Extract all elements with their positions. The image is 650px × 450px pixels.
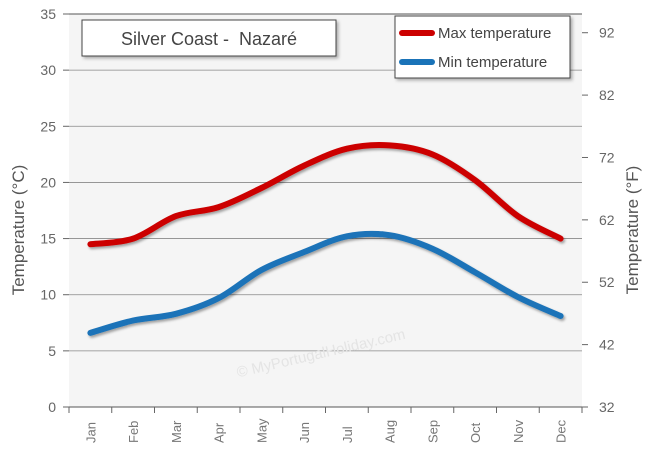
- y2-tick-label: 52: [599, 274, 615, 290]
- y-tick-label: 30: [40, 62, 56, 78]
- y-tick-label: 0: [48, 399, 56, 415]
- title-box-background: [81, 19, 337, 57]
- max-temperature-line: [87, 142, 564, 248]
- x-tick-label: Jul: [340, 426, 355, 443]
- legend-background: [394, 15, 571, 79]
- y-tick-label: 20: [40, 174, 56, 190]
- chart-title-box: Silver Coast - Nazaré: [81, 19, 337, 57]
- legend: Max temperature Min temperature: [394, 15, 571, 79]
- series-layer: [87, 142, 564, 336]
- y2-tick-label: 72: [599, 149, 615, 165]
- x-tick-label: Jan: [83, 422, 98, 443]
- min-temperature-line: [87, 230, 564, 336]
- y-tick-label: 35: [40, 6, 56, 22]
- y-axis-label-left: Temperature (°C): [9, 165, 28, 296]
- y-axis-right: 32 42 52 62 72 82 92: [582, 25, 615, 415]
- plot-background: [69, 14, 582, 407]
- x-tick-label: Aug: [383, 420, 398, 443]
- y-axis-label-right: Temperature (°F): [623, 166, 642, 295]
- x-tick-label: Sep: [425, 420, 440, 443]
- x-tick-label: Nov: [511, 419, 526, 443]
- y-tick-label: 25: [40, 118, 56, 134]
- y-tick-label: 5: [48, 343, 56, 359]
- x-tick-label: Jun: [297, 422, 312, 443]
- y2-tick-label: 32: [599, 399, 615, 415]
- y-tick-label: 10: [40, 287, 56, 303]
- x-tick-label: Oct: [468, 422, 483, 443]
- y-tick-label: 15: [40, 231, 56, 247]
- y2-tick-label: 62: [599, 212, 615, 228]
- x-tick-label: May: [254, 418, 269, 443]
- y2-tick-label: 92: [599, 25, 615, 41]
- chart-title: Silver Coast - Nazaré: [121, 29, 297, 49]
- legend-label-min: Min temperature: [438, 54, 547, 71]
- x-tick-label: Dec: [554, 419, 569, 443]
- x-tick-label: Feb: [126, 421, 141, 443]
- x-tick-label: Mar: [169, 420, 184, 443]
- x-tick-label: Apr: [212, 422, 227, 443]
- x-axis: Jan Feb Mar Apr May Jun Jul Aug Sep Oct Nov Dec: [68, 407, 583, 443]
- legend-label-max: Max temperature: [438, 25, 551, 42]
- y2-tick-label: 82: [599, 87, 615, 103]
- y-axis-left: 0 5 10 15 20 25 30 35: [40, 6, 69, 415]
- y2-tick-label: 42: [599, 337, 615, 353]
